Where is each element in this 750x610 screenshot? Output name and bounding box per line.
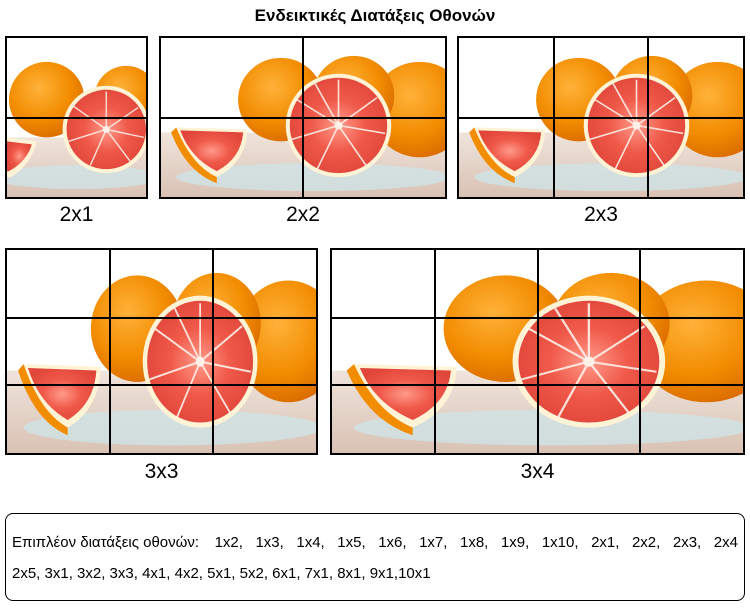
layout-panel-2x3 (457, 36, 745, 199)
grid-line-vertical (212, 250, 214, 453)
additional-layouts-line-1: Επιπλέον διατάξεις οθονών: 1x2, 1x3, 1x4… (12, 527, 744, 558)
grid-overlay (459, 38, 743, 197)
additional-layouts-prefix: Επιπλέον διατάξεις οθονών: (12, 534, 200, 551)
layout-label: 3x3 (144, 460, 179, 483)
grid-line-horizontal (459, 116, 743, 119)
grid-line-horizontal (7, 384, 316, 387)
layout-panel-3x3 (5, 248, 318, 455)
additional-layouts-line-2: 2x5, 3x1, 3x2, 3x3, 4x1, 4x2, 5x1, 5x2, … (12, 565, 431, 582)
additional-layouts-box: Επιπλέον διατάξεις οθονών: 1x2, 1x3, 1x4… (5, 513, 745, 601)
grid-line-vertical (536, 250, 539, 453)
layout-option: 1x8, (460, 534, 489, 551)
grid-line-horizontal (7, 316, 316, 319)
layout-panel-2x1 (5, 36, 148, 199)
layout-label: 2x3 (584, 203, 618, 226)
grid-overlay (332, 250, 743, 453)
layout-panel-3x4 (330, 248, 745, 455)
layout-option: 1x7, (419, 534, 448, 551)
layout-label: 2x2 (286, 203, 320, 226)
layout-label: 3x4 (520, 460, 555, 483)
grid-line-vertical (109, 250, 111, 453)
layout-option: 1x4, (296, 534, 325, 551)
layout-option: 1x5, (337, 534, 366, 551)
grid-line-horizontal (332, 316, 743, 319)
grid-line-vertical (639, 250, 642, 453)
layout-option: 1x6, (378, 534, 407, 551)
grid-line-horizontal (7, 116, 146, 119)
layout-option: 1x3, (255, 534, 284, 551)
layout-option: 2x1, (591, 534, 620, 551)
grid-line-horizontal (332, 384, 743, 387)
grid-overlay (161, 38, 445, 197)
layout-option: 2x3, (672, 534, 702, 551)
grid-line-horizontal (161, 116, 445, 119)
layout-label: 2x1 (59, 203, 94, 226)
layout-option: 1x9, (500, 534, 530, 551)
layout-option: 2x2, (631, 534, 661, 551)
grid-overlay (7, 250, 316, 453)
page-title: Ενδεικτικές Διατάξεις Οθονών (254, 6, 496, 25)
layout-panel-2x2 (159, 36, 447, 199)
grid-line-vertical (433, 250, 436, 453)
layout-option: 2x4 (713, 534, 738, 551)
layout-option: 1x2, (214, 534, 243, 551)
grid-overlay (7, 38, 146, 197)
layout-option: 1x10, (541, 534, 579, 551)
